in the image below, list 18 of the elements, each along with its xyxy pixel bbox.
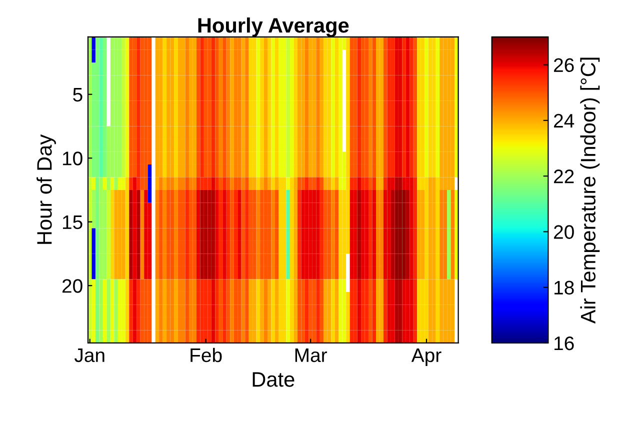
chart-title: Hourly Average — [198, 17, 349, 37]
x-axis-title: Date — [252, 372, 294, 387]
y-tick-label: 5 — [73, 88, 82, 102]
x-tick-label: Feb — [190, 348, 222, 362]
color-bar-label: 20 — [554, 225, 574, 239]
color-bar-label: 16 — [554, 336, 574, 350]
y-axis-title: Hour of Day — [36, 134, 56, 244]
y-tick-label: 20 — [62, 279, 82, 293]
color-bar-label: 18 — [554, 280, 574, 295]
color-bar-label: 26 — [554, 58, 574, 72]
x-tick-label: Mar — [295, 348, 327, 362]
x-tick-label: Apr — [411, 348, 442, 366]
y-tick-label: 15 — [62, 216, 82, 230]
color-bar-label: 22 — [554, 170, 574, 184]
color-bar-label: 24 — [554, 114, 574, 128]
x-tick-label: Jan — [74, 348, 104, 362]
y-tick-label: 10 — [62, 152, 82, 166]
color-bar-title: Air Temperature (Indoor) [°C] — [580, 58, 600, 324]
